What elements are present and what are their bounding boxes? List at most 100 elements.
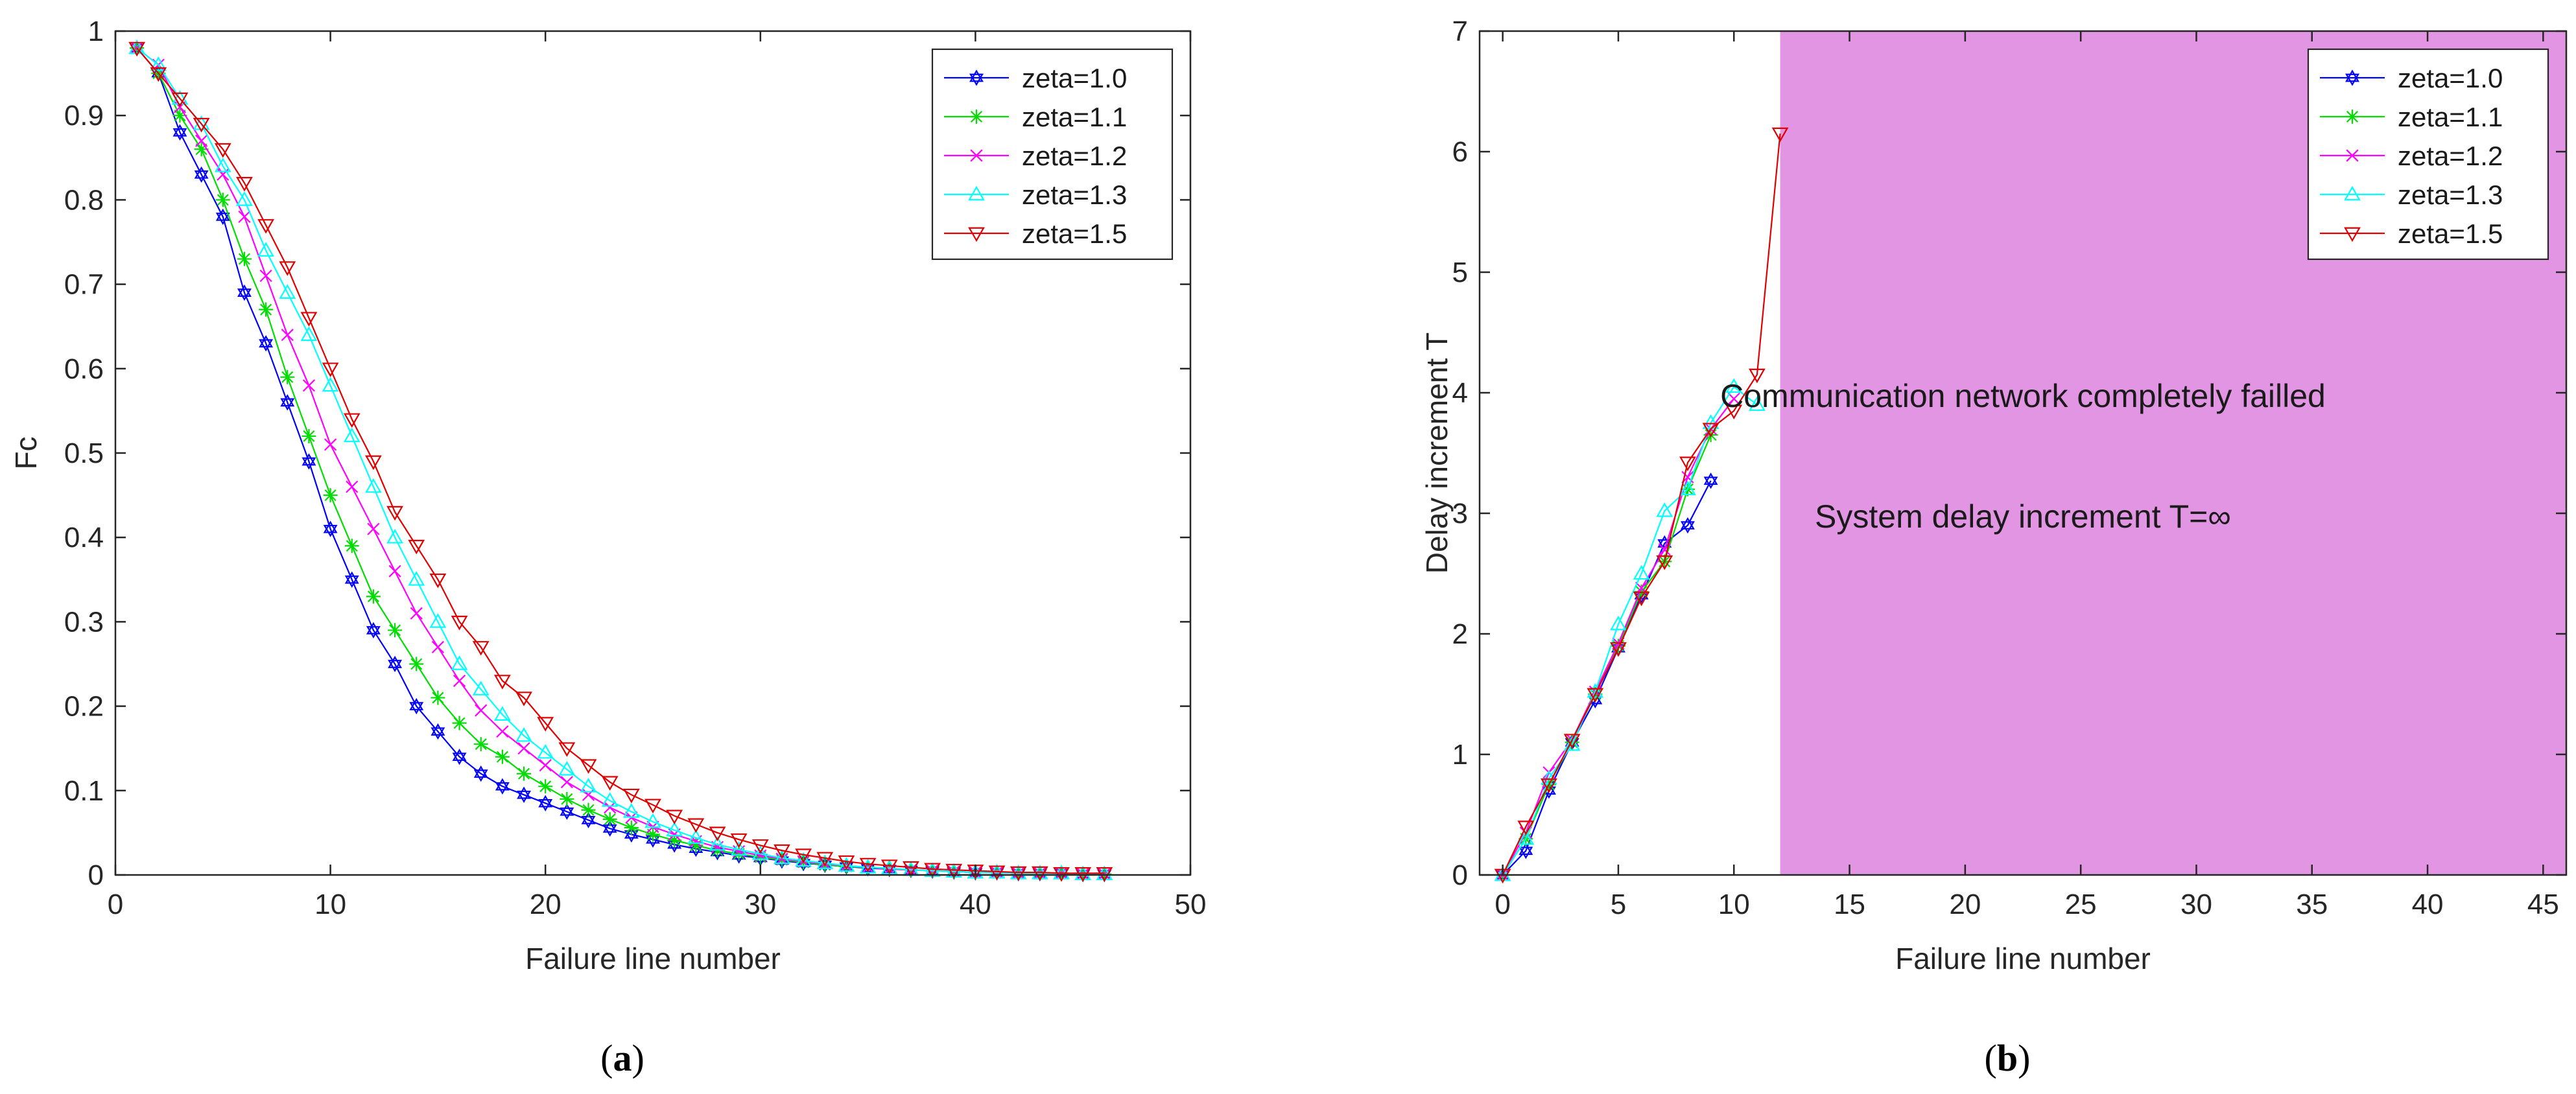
data-point-zeta-1-5 [279, 261, 296, 276]
data-point-zeta-1-3 [1749, 396, 1766, 411]
data-point-zeta-1-5 [429, 573, 447, 588]
legend-entry-zeta-1-3: zeta=1.3 [944, 180, 1127, 210]
data-point-zeta-1-1 [323, 488, 338, 503]
x-tick-label: 45 [2527, 889, 2559, 920]
data-point-zeta-1-1 [172, 108, 187, 123]
chart-a-ticks: 0 10 20 30 40 50 0 0.1 0.2 0.3 0.4 0.5 0.6 0.7 0.8 0.9 1 [64, 16, 1207, 920]
data-point-zeta-1-1 [366, 589, 381, 604]
chart-a-legend: zeta=1.0 zeta=1.1 zeta=1.2 zeta=1.3 zeta=1.5 [931, 48, 1174, 261]
data-point-zeta-1-1 [215, 192, 230, 207]
data-point-zeta-1-3 [580, 778, 597, 793]
data-point-zeta-1-5 [343, 413, 360, 428]
data-point-zeta-1-3 [1679, 480, 1696, 496]
data-point-zeta-1-2 [604, 801, 617, 814]
data-point-zeta-1-5 [580, 759, 597, 774]
data-point-zeta-1-0 [388, 655, 403, 673]
data-point-zeta-1-5 [666, 809, 683, 825]
x-tick-label: 40 [960, 889, 991, 920]
data-point-zeta-1-5 [451, 616, 468, 631]
legend-label: zeta=1.2 [1022, 141, 1127, 171]
data-point-zeta-1-1 [301, 428, 316, 443]
y-tick-label: 0.8 [64, 184, 104, 216]
y-tick-label: 0.9 [64, 100, 104, 132]
data-point-zeta-1-3 [150, 56, 167, 71]
chart-a-series-layer [128, 39, 1113, 883]
legend-entry-zeta-1-5: zeta=1.5 [2320, 218, 2503, 249]
data-point-zeta-1-1 [646, 827, 660, 842]
data-point-zeta-1-3 [386, 528, 403, 544]
data-point-zeta-1-3 [300, 326, 318, 342]
data-point-zeta-1-5 [622, 788, 640, 804]
panel-a-caption-letter: a [613, 1037, 632, 1079]
data-point-zeta-1-3 [558, 761, 576, 776]
data-point-zeta-1-3 [859, 859, 877, 874]
x-tick-label: 30 [2180, 889, 2212, 920]
data-point-zeta-1-3 [1494, 866, 1511, 881]
data-point-zeta-1-3 [687, 829, 705, 844]
data-point-zeta-1-5 [515, 692, 532, 706]
chart-b-axes-box [1478, 30, 2568, 876]
data-point-zeta-1-3 [171, 89, 189, 105]
data-point-zeta-1-0 [1703, 472, 1718, 489]
data-point-zeta-1-5 [903, 861, 919, 876]
series-zeta-1-5 [128, 41, 1113, 882]
data-point-zeta-1-0 [301, 453, 316, 470]
series-zeta-1-3 [1494, 378, 1766, 881]
data-point-zeta-1-3 [666, 821, 683, 837]
data-point-zeta-1-5 [945, 863, 963, 879]
data-point-zeta-1-5 [601, 776, 619, 791]
data-point-zeta-1-0 [452, 749, 467, 765]
data-point-zeta-1-5 [365, 455, 382, 471]
data-point-zeta-1-0 [344, 571, 359, 588]
data-point-zeta-1-3 [322, 377, 339, 392]
data-point-zeta-1-5 [838, 855, 855, 870]
y-tick-label: 4 [1452, 377, 1468, 409]
data-point-zeta-1-3 [365, 478, 382, 493]
data-point-zeta-1-3 [214, 157, 231, 172]
data-point-zeta-1-2 [539, 759, 552, 772]
x-tick-label: 20 [530, 889, 561, 920]
data-point-zeta-1-1 [602, 812, 617, 827]
data-point-zeta-1-2 [367, 522, 380, 535]
data-point-zeta-1-2 [560, 776, 573, 789]
data-point-zeta-1-2 [1727, 392, 1740, 405]
data-point-zeta-1-1 [1565, 735, 1579, 750]
data-point-zeta-1-1 [280, 369, 295, 384]
legend-marker [2345, 110, 2359, 124]
data-point-zeta-1-0 [538, 795, 553, 811]
y-tick-label: 7 [1452, 16, 1468, 47]
legend-entry-zeta-1-2: zeta=1.2 [2320, 141, 2503, 171]
data-point-zeta-1-0 [1518, 843, 1533, 859]
legend-label: zeta=1.1 [2398, 102, 2503, 132]
legend-label: zeta=1.5 [1022, 218, 1127, 249]
data-point-zeta-1-2 [346, 480, 359, 493]
legend-label: zeta=1.0 [2398, 63, 2503, 93]
y-tick-label: 0.6 [64, 353, 104, 385]
data-point-zeta-1-5 [1541, 778, 1557, 793]
legend-marker [2345, 69, 2359, 86]
data-point-zeta-1-1 [731, 846, 746, 861]
y-tick-label: 0.4 [64, 522, 104, 553]
legend-entry-zeta-1-0: zeta=1.0 [944, 63, 1127, 93]
legend-label: zeta=1.0 [1022, 63, 1127, 93]
data-point-zeta-1-0 [1680, 517, 1695, 534]
data-point-zeta-1-2 [324, 438, 337, 451]
y-tick-label: 0.2 [64, 691, 104, 723]
data-point-zeta-1-3 [1587, 683, 1604, 698]
data-point-zeta-1-1 [388, 623, 403, 638]
data-point-zeta-1-5 [774, 844, 790, 859]
series-line-zeta-1-0 [1502, 480, 1712, 876]
data-point-zeta-1-5 [1010, 866, 1027, 881]
legend-marker [2344, 185, 2361, 201]
legend-entry-zeta-1-0: zeta=1.0 [2320, 63, 2503, 93]
data-point-zeta-1-0 [473, 765, 488, 782]
data-point-zeta-1-3 [622, 803, 640, 818]
data-point-zeta-1-5 [730, 833, 748, 848]
y-tick-label: 3 [1452, 498, 1468, 530]
x-tick-label: 35 [2296, 889, 2328, 920]
data-point-zeta-1-3 [1633, 564, 1650, 580]
data-point-zeta-1-3 [838, 857, 855, 872]
legend-marker [968, 227, 985, 242]
